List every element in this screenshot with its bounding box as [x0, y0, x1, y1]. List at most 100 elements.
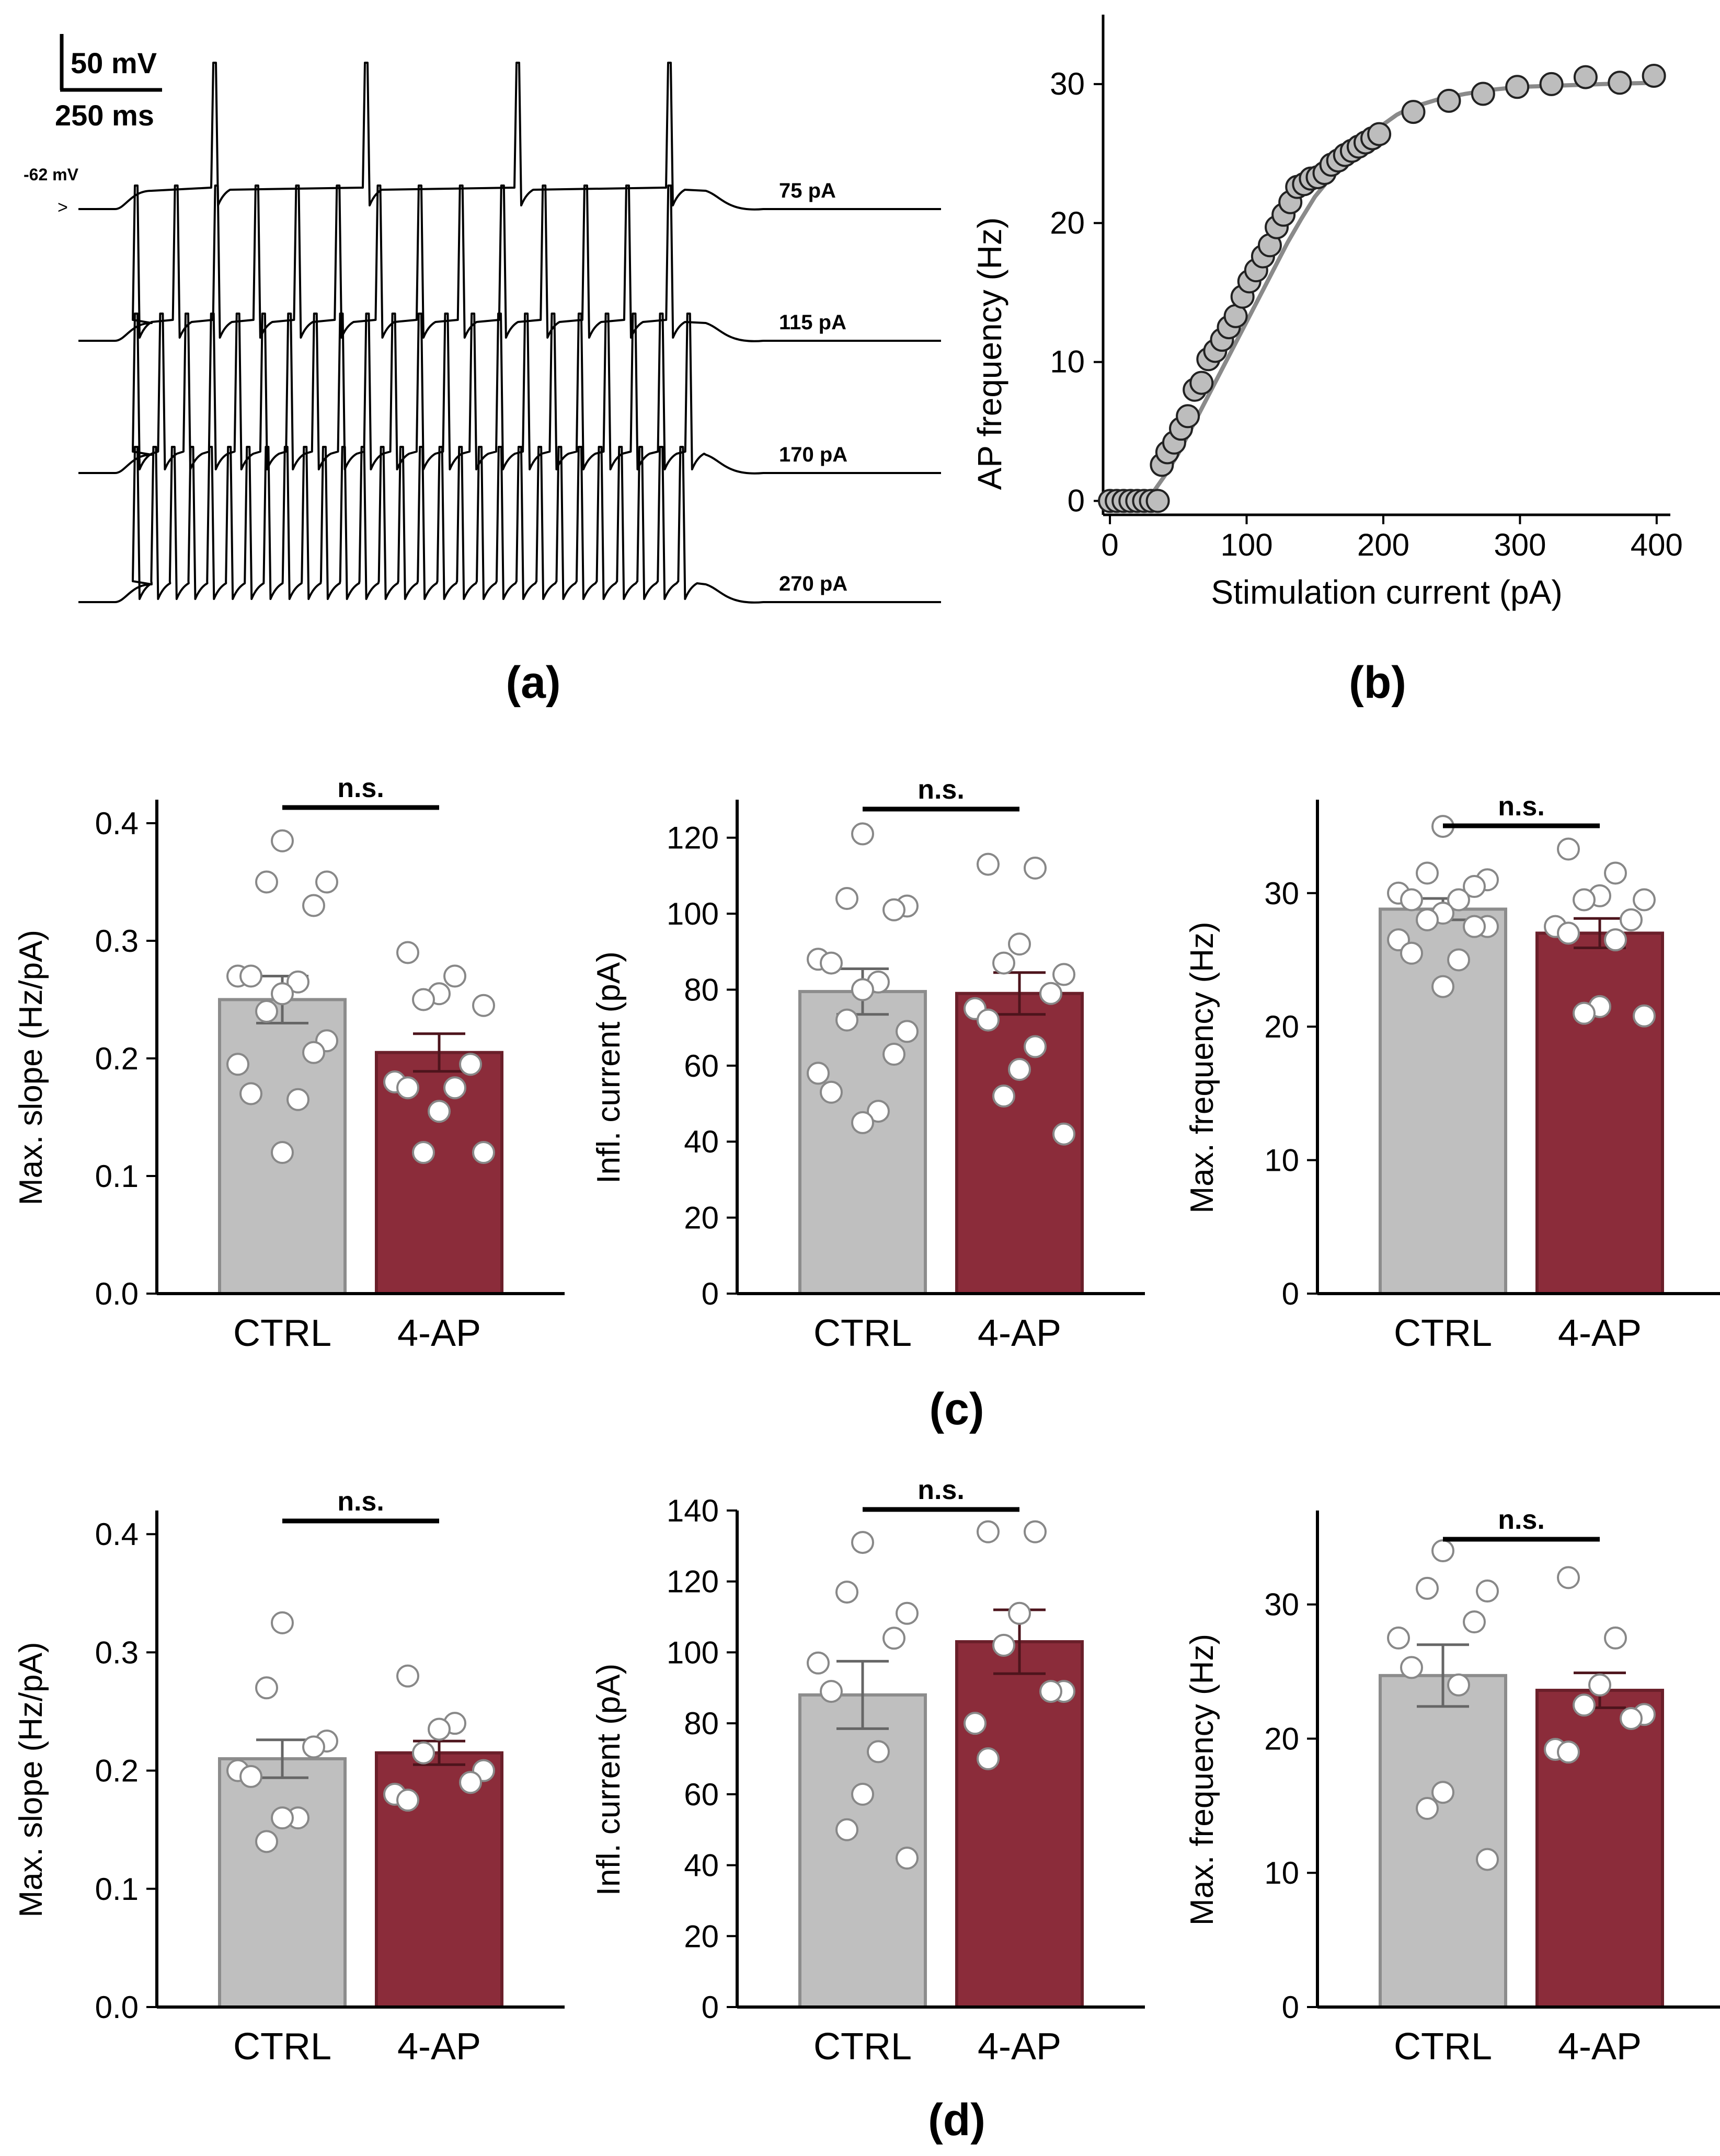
data-point	[977, 1008, 1000, 1032]
y-tick-label: 120	[667, 1564, 719, 1599]
data-point	[1400, 941, 1423, 965]
x-tick-label: 100	[1220, 527, 1272, 562]
y-tick-label: 80	[684, 1706, 719, 1741]
x-category-label: 4-AP	[978, 2026, 1061, 2068]
scale-bar-time-label: 250 ms	[55, 99, 154, 132]
data-point	[239, 1765, 262, 1788]
data-point	[1539, 72, 1564, 96]
trace-current-label: 270 pA	[779, 572, 847, 595]
rmp-label: -62 mV	[24, 165, 79, 184]
y-tick-label: 40	[684, 1124, 719, 1159]
data-point	[1189, 371, 1214, 395]
bar-ctrl	[218, 1757, 347, 2009]
data-point	[412, 988, 435, 1011]
y-tick-label: 100	[667, 1635, 719, 1670]
data-point	[255, 1676, 278, 1700]
data-point	[882, 1043, 905, 1066]
y-tick-label: 0.4	[95, 1517, 139, 1552]
panel-c-max-slope: 0.0 0.1 0.2 0.3 0.4 CTRL 4-AP Max. slope (Hz/pA…	[13, 773, 565, 1354]
data-point	[255, 1000, 278, 1023]
data-point	[867, 1740, 890, 1763]
data-point	[428, 1100, 451, 1123]
significance-label: n.s.	[337, 1486, 384, 1517]
data-point	[896, 1020, 919, 1043]
rmp-marker: >	[58, 198, 68, 217]
data-point	[472, 994, 495, 1017]
panel-label-c: (c)	[929, 1384, 984, 1434]
bar-4-ap	[1535, 931, 1664, 1295]
data-point	[1604, 861, 1627, 885]
data-point	[1008, 1601, 1031, 1625]
data-point	[835, 1818, 858, 1841]
data-point	[807, 1062, 830, 1085]
y-tick-label: 60	[684, 1048, 719, 1083]
y-tick-label: 0.2	[95, 1754, 139, 1789]
data-point	[459, 1771, 482, 1794]
data-point	[302, 894, 325, 917]
data-point	[1476, 1579, 1499, 1603]
fit-curve	[1110, 80, 1657, 503]
x-category-label: 4-AP	[1558, 2026, 1642, 2068]
data-point	[271, 1611, 294, 1634]
data-point	[1416, 1576, 1439, 1600]
data-point	[412, 1141, 435, 1164]
panel-c-max-frequency: 0 10 20 30 CTRL 4-AP Max. frequency (Hz) n.s.	[1184, 791, 1720, 1354]
data-point	[1604, 928, 1627, 952]
data-point	[1557, 921, 1580, 945]
data-point	[977, 852, 1000, 876]
significance-label: n.s.	[1498, 791, 1545, 822]
y-tick-label: 20	[1264, 1009, 1299, 1044]
data-point	[851, 1782, 874, 1806]
y-tick-label: 0.3	[95, 924, 139, 959]
data-point	[396, 1789, 419, 1812]
y-tick-label: 0.0	[95, 1990, 139, 2025]
significance-label: n.s.	[918, 775, 965, 805]
panel-label-a: (a)	[506, 658, 560, 708]
data-point	[992, 1633, 1015, 1657]
data-point	[977, 1520, 1000, 1543]
data-point	[315, 870, 338, 894]
x-category-label: CTRL	[813, 2026, 912, 2068]
data-point	[820, 1680, 843, 1703]
trace-current-label: 75 pA	[779, 179, 836, 202]
data-point	[1608, 71, 1632, 95]
data-point	[1573, 1693, 1596, 1717]
data-point	[1024, 1520, 1047, 1543]
trace-current-label: 115 pA	[779, 311, 846, 334]
data-point	[286, 1088, 309, 1111]
data-point	[286, 970, 309, 994]
data-point	[1437, 88, 1461, 113]
data-point	[851, 1111, 874, 1134]
data-point	[1463, 1610, 1486, 1634]
data-point	[459, 1053, 482, 1076]
data-point	[1431, 1781, 1454, 1804]
data-point	[1400, 888, 1423, 912]
data-point	[1367, 122, 1392, 146]
data-point	[396, 1076, 419, 1100]
x-category-label: CTRL	[1394, 2026, 1492, 2068]
x-category-label: 4-AP	[1558, 1312, 1642, 1354]
data-point	[1557, 1740, 1580, 1764]
data-point	[1052, 963, 1075, 986]
data-point	[882, 1627, 905, 1650]
y-tick-label: 20	[684, 1919, 719, 1954]
data-point	[1573, 888, 1596, 912]
y-tick-label: 0.1	[95, 1872, 139, 1907]
x-tick-label: 400	[1631, 527, 1683, 562]
data-point	[1447, 948, 1470, 972]
y-tick-label: 30	[1050, 66, 1085, 101]
data-point	[1620, 1707, 1643, 1730]
y-axis-label: Max. frequency (Hz)	[1184, 921, 1220, 1213]
data-point	[1416, 908, 1439, 931]
data-point	[1588, 1673, 1611, 1697]
y-tick-label: 10	[1050, 344, 1085, 379]
bar-ctrl	[1379, 907, 1507, 1295]
data-point	[1463, 875, 1486, 898]
data-point	[1447, 1673, 1470, 1697]
x-category-label: CTRL	[233, 1312, 331, 1354]
data-point	[1620, 908, 1643, 931]
panel-a: 50 mV 250 ms -62 mV > 75 pA 115 pA 170 pA 2…	[24, 34, 941, 708]
data-point	[302, 1041, 325, 1064]
panel-label-b: (b)	[1349, 658, 1406, 708]
